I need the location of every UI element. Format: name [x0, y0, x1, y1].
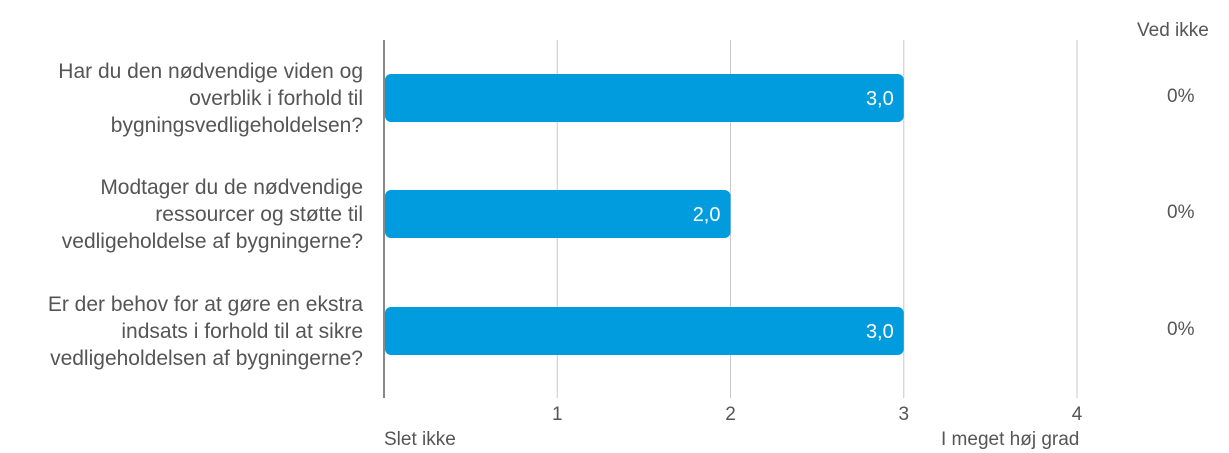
ved-ikke-value-2: 0%: [1167, 202, 1195, 223]
question-label-line: overblik i forhold til: [189, 87, 363, 110]
bar-value-label-3: 3,0: [866, 321, 894, 343]
bar-value-label-1: 3,0: [866, 88, 894, 110]
question-label-line: ressourcer og støtte til: [155, 203, 363, 226]
x-tick-label-3: 3: [898, 404, 909, 425]
question-label-line: Modtager du de nødvendige: [100, 176, 363, 199]
scale-min-label: Slet ikke: [384, 429, 456, 450]
question-label-line: vedligeholdelse af bygningerne?: [61, 230, 363, 253]
bar-1: [385, 74, 904, 122]
question-label-line: Er der behov for at gøre en ekstra: [47, 293, 363, 316]
question-label-1: Har du den nødvendige viden og overblik i…: [0, 58, 363, 139]
x-tick-label-1: 1: [552, 404, 563, 425]
ved-ikke-header: Ved ikke: [1137, 20, 1209, 41]
x-tick-label-4: 4: [1072, 404, 1083, 425]
scale-max-label: I meget høj grad: [941, 429, 1080, 450]
ved-ikke-value-3: 0%: [1167, 319, 1195, 340]
bars: 3,0 2,0 3,0: [385, 74, 904, 355]
question-label-line: Har du den nødvendige viden og: [58, 60, 363, 83]
ved-ikke-value-1: 0%: [1167, 86, 1195, 107]
bar-value-label-2: 2,0: [693, 204, 721, 226]
question-label-line: vedligeholdelsen af bygningerne?: [50, 347, 363, 370]
question-label-line: bygningsvedligeholdelsen?: [110, 114, 363, 137]
question-label-3: Er der behov for at gøre en ekstra indsat…: [0, 291, 363, 372]
question-label-line: indsats i forhold til at sikre: [121, 320, 363, 343]
bar-3: [385, 307, 904, 355]
question-label-2: Modtager du de nødvendige ressourcer og s…: [0, 174, 363, 255]
bar-2: [385, 190, 731, 238]
x-tick-labels: 12345: [552, 404, 1083, 425]
x-tick-label-2: 2: [725, 404, 736, 425]
